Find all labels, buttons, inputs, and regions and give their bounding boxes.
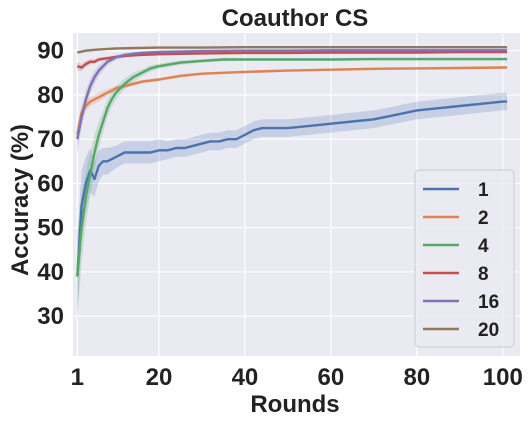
y-tick-label: 40 [37, 259, 64, 286]
chart-title: Coauthor CS [222, 5, 369, 32]
line-series-1 [76, 100, 508, 277]
legend-label-16: 16 [478, 292, 499, 313]
band-series-4 [77, 57, 508, 321]
line-series-20 [77, 46, 508, 54]
legend-label-2: 2 [478, 208, 489, 229]
legend-box [414, 169, 515, 348]
legend: 1 2 4 8 16 20 [414, 169, 515, 348]
y-tick-label: 50 [37, 215, 64, 242]
y-tick-label: 80 [37, 82, 64, 109]
series-lines [76, 46, 508, 277]
legend-label-20: 20 [478, 320, 499, 341]
x-tick-label: 1 [71, 364, 84, 391]
y-tick-labels: 30 40 50 60 70 80 90 [37, 38, 64, 330]
line-series-2 [76, 66, 508, 136]
y-tick-label: 30 [37, 303, 64, 330]
line-series-4 [76, 57, 508, 277]
legend-label-8: 8 [478, 264, 489, 285]
x-tick-label: 100 [483, 364, 523, 391]
line-series-16 [76, 49, 508, 140]
line-series-8 [76, 50, 508, 69]
y-tick-label: 90 [37, 38, 64, 65]
y-tick-label: 70 [37, 126, 64, 153]
x-tick-label: 40 [232, 364, 259, 391]
y-tick-label: 60 [37, 170, 64, 197]
x-tick-label: 60 [318, 364, 345, 391]
x-tick-label: 80 [403, 364, 430, 391]
legend-label-4: 4 [478, 236, 489, 257]
x-axis-label: Rounds [250, 391, 339, 418]
y-axis-label: Accuracy (%) [7, 124, 34, 276]
x-tick-label: 20 [146, 364, 173, 391]
x-tick-labels: 1 20 40 60 80 100 [71, 364, 523, 391]
legend-label-1: 1 [478, 180, 489, 201]
